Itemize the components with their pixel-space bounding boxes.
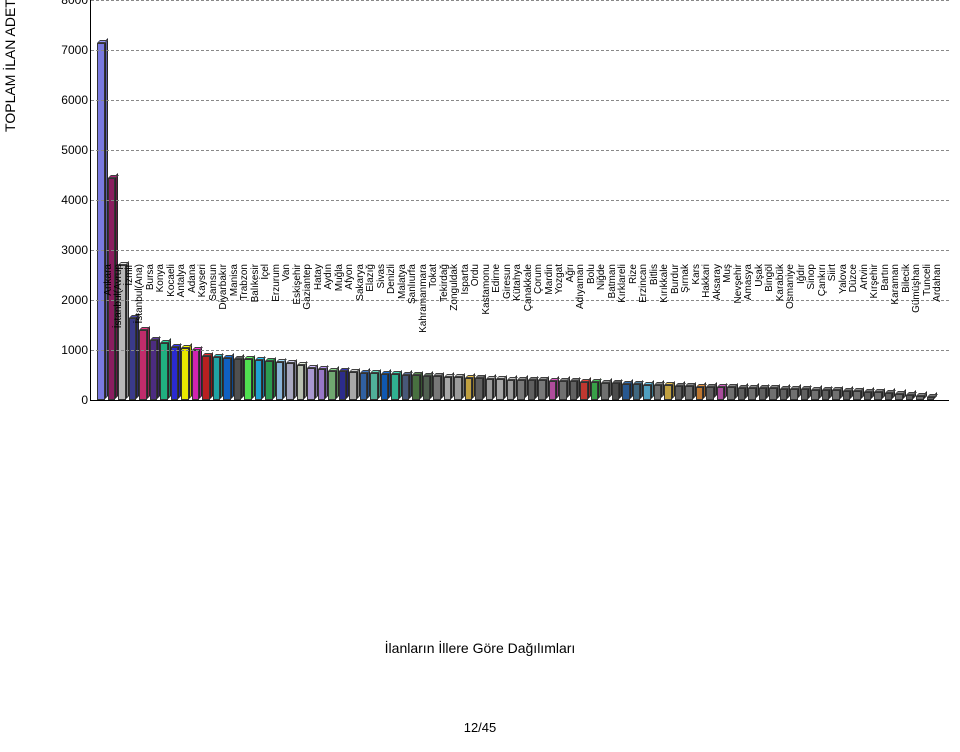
x-tick-label: İstanbul(Ana) bbox=[134, 264, 145, 404]
x-tick-label: Ordu bbox=[470, 264, 481, 404]
x-tick-label: Siirt bbox=[827, 264, 838, 404]
x-tick-label: Konya bbox=[155, 264, 166, 404]
y-tick-label: 3000 bbox=[38, 243, 88, 257]
y-tick-label: 5000 bbox=[38, 143, 88, 157]
grid-line bbox=[91, 250, 949, 251]
y-tick-label: 2000 bbox=[38, 293, 88, 307]
x-tick-label: Yozgat bbox=[554, 264, 565, 404]
x-tick-label: Şırnak bbox=[680, 264, 691, 404]
x-tick-label: İçel bbox=[260, 264, 271, 404]
grid-line bbox=[91, 100, 949, 101]
x-tick-label: Adıyaman bbox=[575, 264, 586, 404]
x-tick-label: Antalya bbox=[176, 264, 187, 404]
x-tick-label: Hakkari bbox=[701, 264, 712, 404]
x-tick-label: Bingöl bbox=[764, 264, 775, 404]
x-tick-label: Kırıkkale bbox=[659, 264, 670, 404]
x-tick-label: Trabzon bbox=[239, 264, 250, 404]
y-axis-title: TOPLAM İLAN ADETLERİ bbox=[2, 0, 18, 180]
x-tick-label: Aydın bbox=[323, 264, 334, 404]
x-tick-label: Niğde bbox=[596, 264, 607, 404]
x-tick-label: Zonguldak bbox=[449, 264, 460, 404]
chart-page: TOPLAM İLAN ADETLERİ 0 1000 2000 3000 4000 50… bbox=[0, 0, 960, 752]
x-tick-label: Van bbox=[281, 264, 292, 404]
y-tick-label: 4000 bbox=[38, 193, 88, 207]
grid-line bbox=[91, 200, 949, 201]
x-tick-label: Erzincan bbox=[638, 264, 649, 404]
y-tick-label: 1000 bbox=[38, 343, 88, 357]
x-tick-label: Şanlıurfa bbox=[407, 264, 418, 404]
x-tick-label: Muş bbox=[722, 264, 733, 404]
x-tick-label: Çorum bbox=[533, 264, 544, 404]
x-tick-label: Kütahya bbox=[512, 264, 523, 404]
x-tick-label: Düzce bbox=[848, 264, 859, 404]
y-tick-label: 8000 bbox=[38, 0, 88, 7]
x-tick-label: Tokat bbox=[428, 264, 439, 404]
x-tick-label: Diyarbakır bbox=[218, 264, 229, 404]
x-tick-label: Osmaniye bbox=[785, 264, 796, 404]
y-tick-label: 0 bbox=[38, 393, 88, 407]
x-tick-label: Kayseri bbox=[197, 264, 208, 404]
page-number: 12/45 bbox=[0, 720, 960, 735]
x-tick-label: Karaman bbox=[890, 264, 901, 404]
x-tick-label: Kırklareli bbox=[617, 264, 628, 404]
x-tick-label: Afyon bbox=[344, 264, 355, 404]
x-tick-label: Elazığ bbox=[365, 264, 376, 404]
y-tick-label: 6000 bbox=[38, 93, 88, 107]
chart-title: İlanların İllere Göre Dağılımları bbox=[0, 640, 960, 656]
x-tick-label: Ardahan bbox=[932, 264, 943, 404]
x-tick-label: Kırşehir bbox=[869, 264, 880, 404]
y-tick-label: 7000 bbox=[38, 43, 88, 57]
x-tick-label: Edirne bbox=[491, 264, 502, 404]
x-tick-label: Denizli bbox=[386, 264, 397, 404]
grid-line bbox=[91, 150, 949, 151]
grid-line bbox=[91, 50, 949, 51]
grid-line bbox=[91, 0, 949, 1]
x-tick-label: Gaziantep bbox=[302, 264, 313, 404]
x-tick-label: Amasya bbox=[743, 264, 754, 404]
x-tick-label: Sinop bbox=[806, 264, 817, 404]
x-tick-label: İstanbul(Avrup bbox=[113, 264, 124, 404]
x-tick-label: Gümüşhan bbox=[911, 264, 922, 404]
x-labels: Ankaraİstanbul(Avrupİzmirİstanbul(Ana)Bu… bbox=[90, 404, 948, 634]
